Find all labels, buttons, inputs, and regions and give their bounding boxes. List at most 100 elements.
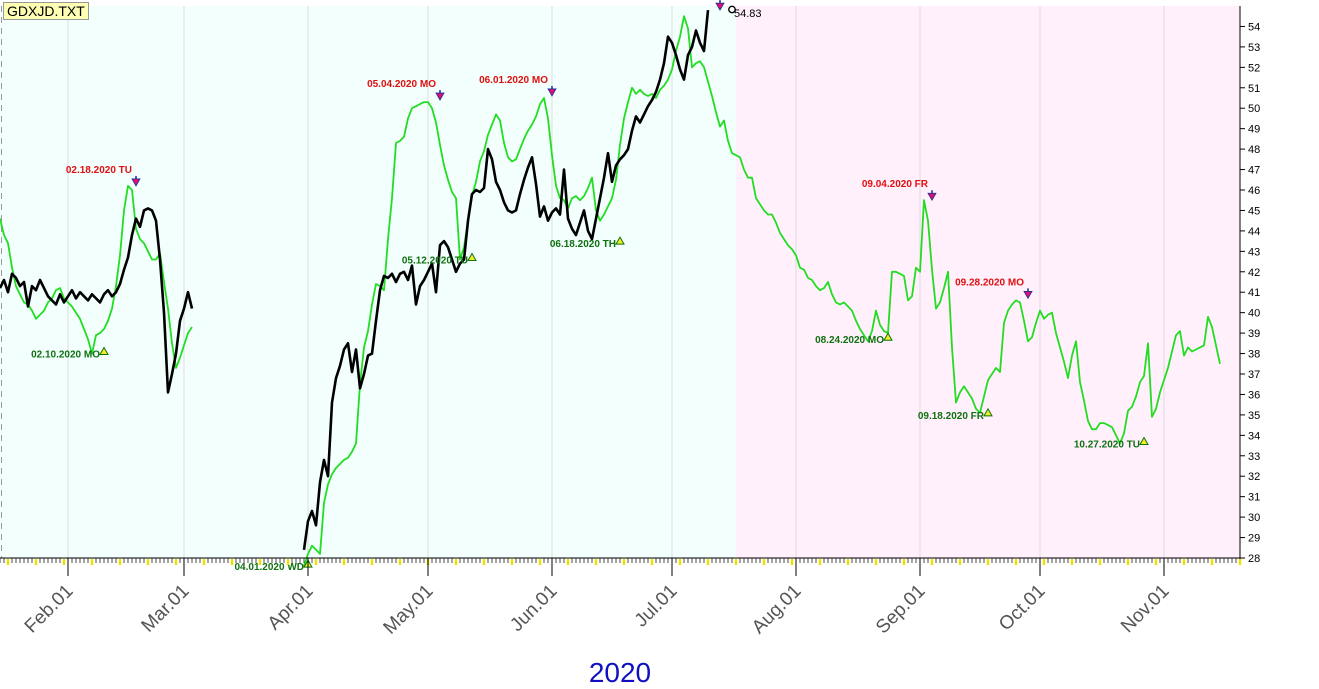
trough-annotation-5: 05.12.2020 TU	[402, 252, 477, 267]
peak-date-label: 09.28.2020 MO	[955, 277, 1024, 288]
y-tick-label: 50	[1248, 103, 1260, 115]
peak-annotation-2: 02.18.2020 TU	[66, 165, 141, 187]
peak-date-label: 09.04.2020 FR	[862, 179, 929, 190]
y-tick-label: 40	[1248, 308, 1260, 320]
x-week-marker	[734, 559, 738, 565]
x-week-marker	[762, 559, 766, 565]
x-week-marker	[930, 559, 934, 565]
trough-date-label: 05.12.2020 TU	[402, 256, 468, 267]
ticker-badge: GDXJD.TXT	[3, 2, 89, 20]
y-tick-label: 53	[1248, 42, 1260, 54]
trough-arrow-icon	[615, 236, 625, 245]
y-tick-label: 39	[1248, 328, 1260, 340]
trough-date-label: 09.18.2020 FR	[918, 411, 985, 422]
trough-arrow-icon	[983, 407, 993, 417]
peak-arrow-icon	[927, 192, 937, 202]
trough-annotation-13: 10.27.2020 TU	[1074, 436, 1149, 451]
x-week-marker	[1126, 559, 1130, 565]
x-week-marker	[90, 559, 94, 565]
peak-annotation-8: 07.13.2020 MO	[647, 0, 725, 11]
y-tick-label: 44	[1248, 226, 1260, 238]
x-week-marker	[286, 559, 290, 565]
trough-date-label: 02.10.2020 MO	[31, 350, 100, 361]
trough-arrow-icon	[99, 346, 109, 356]
peak-annotation-6: 06.01.2020 MO	[479, 75, 557, 97]
x-week-marker	[6, 559, 10, 565]
y-tick-label: 29	[1248, 533, 1260, 545]
x-week-marker	[1238, 559, 1242, 565]
x-tick-label: Jul.01	[631, 581, 682, 632]
y-tick-label: 43	[1248, 246, 1260, 258]
shading-band-2	[736, 6, 1240, 558]
x-week-marker	[1098, 559, 1102, 565]
x-week-marker	[1070, 559, 1074, 565]
y-tick-label: 48	[1248, 144, 1260, 156]
x-week-marker	[902, 559, 906, 565]
x-week-marker	[594, 559, 598, 565]
x-week-marker	[566, 559, 570, 565]
trough-date-label: 04.01.2020 WD	[235, 562, 305, 573]
trough-date-label: 06.18.2020 TH	[550, 239, 616, 250]
price-line-segment-2	[302, 9, 710, 550]
projection-line-segment-2	[303, 15, 1221, 567]
x-week-marker	[62, 559, 66, 565]
y-tick-label: 37	[1248, 369, 1260, 381]
x-week-marker	[1210, 559, 1214, 565]
price-line-segment-1	[0, 207, 194, 394]
year-label: 2020	[589, 657, 651, 688]
peak-arrow-icon	[131, 178, 141, 187]
chart-background	[0, 6, 1240, 558]
x-tick-label: Aug.01	[748, 581, 805, 638]
x-tick-label: Mar.01	[138, 581, 194, 637]
x-week-marker	[482, 559, 486, 565]
trough-annotation-7: 06.18.2020 TH	[550, 236, 625, 250]
x-tick-label: Apr.01	[264, 581, 318, 635]
peak-arrow-icon	[1023, 290, 1033, 300]
y-tick-label: 38	[1248, 349, 1260, 361]
x-week-marker	[202, 559, 206, 565]
x-week-marker	[538, 559, 542, 565]
series-lines	[0, 5, 1221, 567]
peak-date-label: 05.04.2020 MO	[367, 79, 436, 90]
x-week-marker	[258, 559, 262, 565]
vertical-gridlines	[67, 6, 1165, 558]
x-week-marker	[1042, 559, 1046, 565]
y-tick-label: 45	[1248, 205, 1260, 217]
trough-annotation-3: 04.01.2020 WD	[235, 559, 313, 573]
shading-band-1	[0, 6, 736, 558]
ticker-label: GDXJD.TXT	[7, 3, 85, 19]
x-week-marker	[454, 559, 458, 565]
x-week-marker	[314, 559, 318, 565]
x-week-marker	[510, 559, 514, 565]
x-week-marker	[1182, 559, 1186, 565]
y-tick-label: 28	[1248, 553, 1260, 565]
y-tick-label: 31	[1248, 492, 1260, 504]
x-tick-label: Feb.01	[21, 581, 78, 638]
y-tick-label: 34	[1248, 430, 1260, 442]
trough-annotation-1: 02.10.2020 MO	[31, 346, 109, 361]
x-week-marker	[958, 559, 962, 565]
x-week-marker	[398, 559, 402, 565]
y-tick-label: 54	[1248, 21, 1260, 33]
y-tick-label: 52	[1248, 62, 1260, 74]
x-week-marker	[1154, 559, 1158, 565]
y-tick-label: 42	[1248, 267, 1260, 279]
x-tick-label: Jun.01	[506, 581, 561, 636]
peak-annotation-4: 05.04.2020 MO	[367, 79, 445, 101]
y-tick-label: 33	[1248, 451, 1260, 463]
x-week-marker	[986, 559, 990, 565]
y-tick-label: 32	[1248, 471, 1260, 483]
last-point-marker	[728, 5, 736, 14]
y-axis: 28 29 30 31 32 33 34 35 36 37 38 39 40 41 42 43 44 45 46 47…	[1239, 6, 1260, 565]
y-tick-label: 46	[1248, 185, 1260, 197]
x-week-marker	[146, 559, 150, 565]
x-week-marker	[678, 559, 682, 565]
trough-date-label: 08.24.2020 MO	[815, 335, 884, 346]
x-week-marker	[874, 559, 878, 565]
last-value-label: 54.83	[734, 8, 762, 20]
peak-annotation-12: 09.28.2020 MO	[955, 277, 1033, 300]
x-week-marker	[370, 559, 374, 565]
trough-date-label: 10.27.2020 TU	[1074, 440, 1140, 451]
y-tick-label: 30	[1248, 512, 1260, 524]
